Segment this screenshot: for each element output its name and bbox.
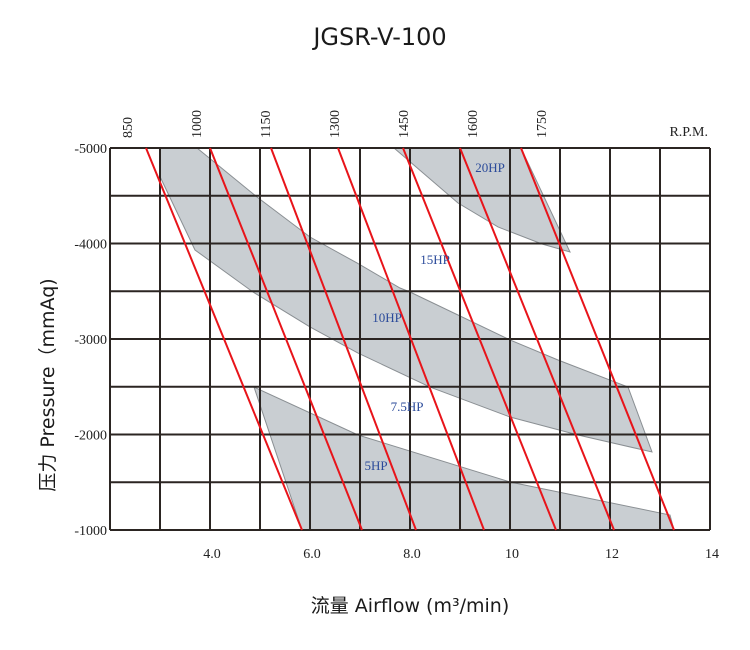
- rpm-label: 1600: [466, 110, 481, 138]
- rpm-line-1450: [402, 147, 557, 531]
- x-tick-label: 6.0: [303, 547, 321, 562]
- x-tick-label: 12: [605, 547, 619, 562]
- hp-label: 15HP: [420, 252, 450, 267]
- hp-label: 10HP: [372, 310, 402, 325]
- rpm-axis-label: R.P.M.: [669, 125, 708, 140]
- y-tick-label: -3000: [74, 333, 107, 348]
- hp-band-10HP: [159, 148, 653, 453]
- y-axis-label: 压力 Pressure（mmAq): [37, 278, 59, 491]
- x-tick-label: 4.0: [203, 547, 221, 562]
- y-tick-label: -1000: [74, 524, 107, 539]
- rpm-lines: [145, 147, 675, 531]
- chart-title: JGSR-V-100: [311, 23, 446, 51]
- x-tick-label: 14: [705, 547, 719, 562]
- rpm-label: 1450: [397, 110, 412, 138]
- rpm-label: 1000: [190, 110, 205, 138]
- rpm-line-1750: [520, 147, 675, 531]
- y-tick-label: -5000: [74, 142, 107, 157]
- x-tick-label: 10: [505, 547, 519, 562]
- x-tick-label: 8.0: [403, 547, 421, 562]
- rpm-label: 1750: [535, 110, 550, 138]
- rpm-line-1150: [270, 147, 417, 531]
- rpm-label: 1150: [259, 111, 274, 138]
- labels: 20HP 10HP 5HP 15HP 7.5HP 850 1000 1150 1300 1450 1…: [74, 110, 719, 562]
- x-axis-label: 流量 Airflow (m³/min): [311, 595, 509, 617]
- rpm-line-850: [145, 147, 303, 531]
- rpm-line-1300: [337, 147, 485, 531]
- y-tick-label: -4000: [74, 238, 107, 253]
- rpm-line-1600: [459, 147, 615, 531]
- hp-label: 5HP: [364, 458, 387, 473]
- rpm-line-1000: [209, 147, 363, 531]
- rpm-label: 1300: [328, 110, 343, 138]
- hp-label: 7.5HP: [391, 399, 424, 414]
- rpm-label: 850: [121, 117, 136, 138]
- hp-label: 20HP: [475, 160, 505, 175]
- y-tick-label: -2000: [74, 429, 107, 444]
